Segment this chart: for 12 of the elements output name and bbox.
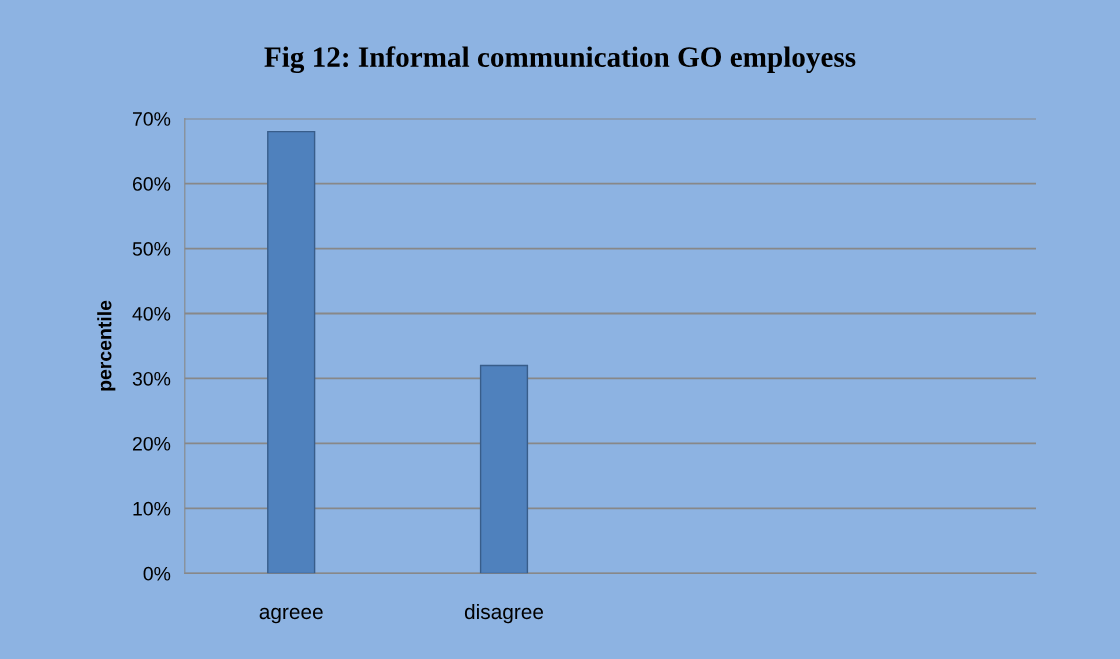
y-tick-label: 40% (132, 306, 171, 321)
x-tick-label: agreee (259, 607, 323, 624)
y-tick-label: 20% (132, 436, 171, 451)
y-tick-label: 0% (143, 566, 171, 581)
x-tick-label: disagree (464, 603, 544, 624)
y-tick-label: 10% (133, 501, 171, 516)
y-tick-label: 30% (132, 371, 171, 386)
y-tick-label: 70% (132, 112, 171, 126)
y-tick-label: 50% (132, 242, 171, 256)
y-axis-title: percentile (97, 300, 116, 391)
y-tick-label: 60% (132, 177, 171, 191)
chart-title: Fig 12: Informal communication GO employess (264, 46, 856, 74)
